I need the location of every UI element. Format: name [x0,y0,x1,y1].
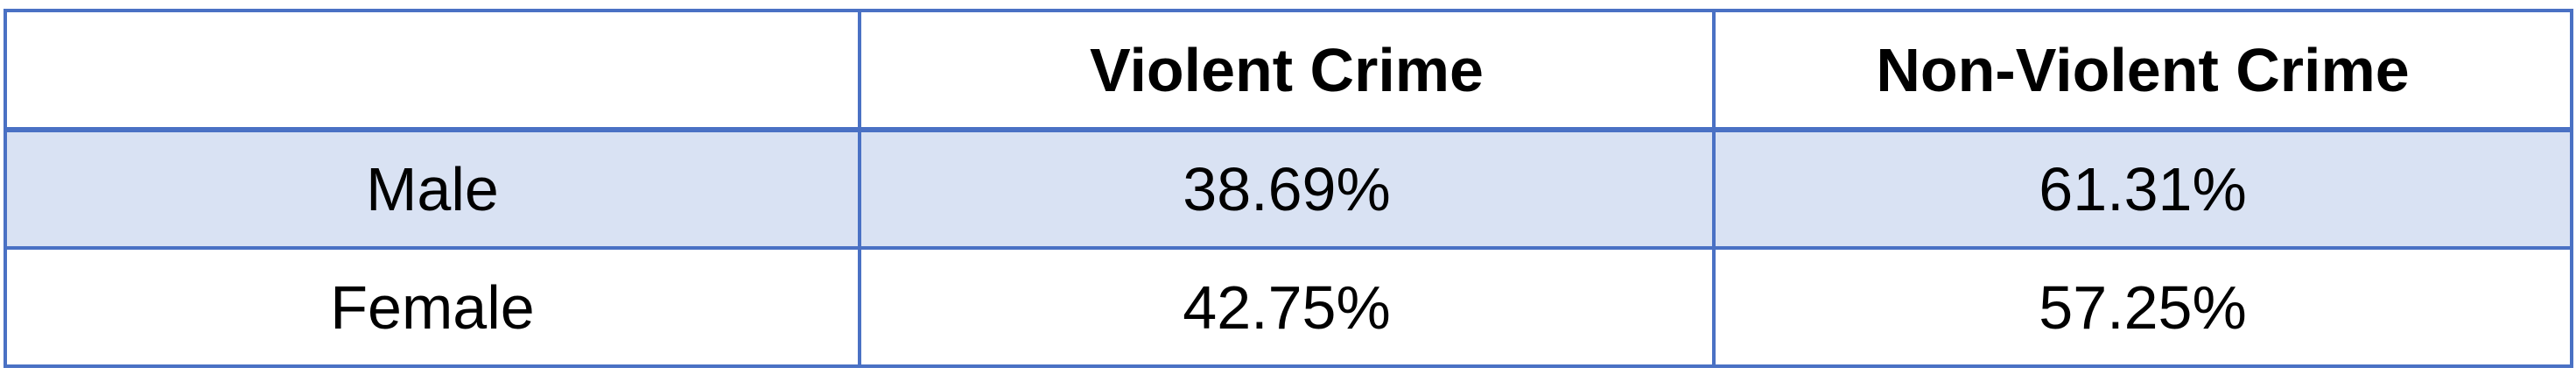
header-cell-violent-crime: Violent Crime [858,9,1716,132]
header-cell-non-violent-crime: Non-Violent Crime [1712,9,2573,132]
crime-table-container: Violent Crime Non-Violent Crime Male 38.… [4,9,2573,368]
cell-female-violent: 42.75% [858,246,1716,368]
cell-female-non-violent: 57.25% [1712,246,2573,368]
table-row: Female 42.75% 57.25% [4,246,2573,368]
header-cell-empty [4,9,861,132]
crime-table: Violent Crime Non-Violent Crime Male 38.… [4,9,2573,368]
table-row: Male 38.69% 61.31% [4,128,2573,250]
row-label-male: Male [4,128,861,250]
cell-male-violent: 38.69% [858,128,1716,250]
row-label-female: Female [4,246,861,368]
header-row: Violent Crime Non-Violent Crime [4,9,2573,132]
cell-male-non-violent: 61.31% [1712,128,2573,250]
